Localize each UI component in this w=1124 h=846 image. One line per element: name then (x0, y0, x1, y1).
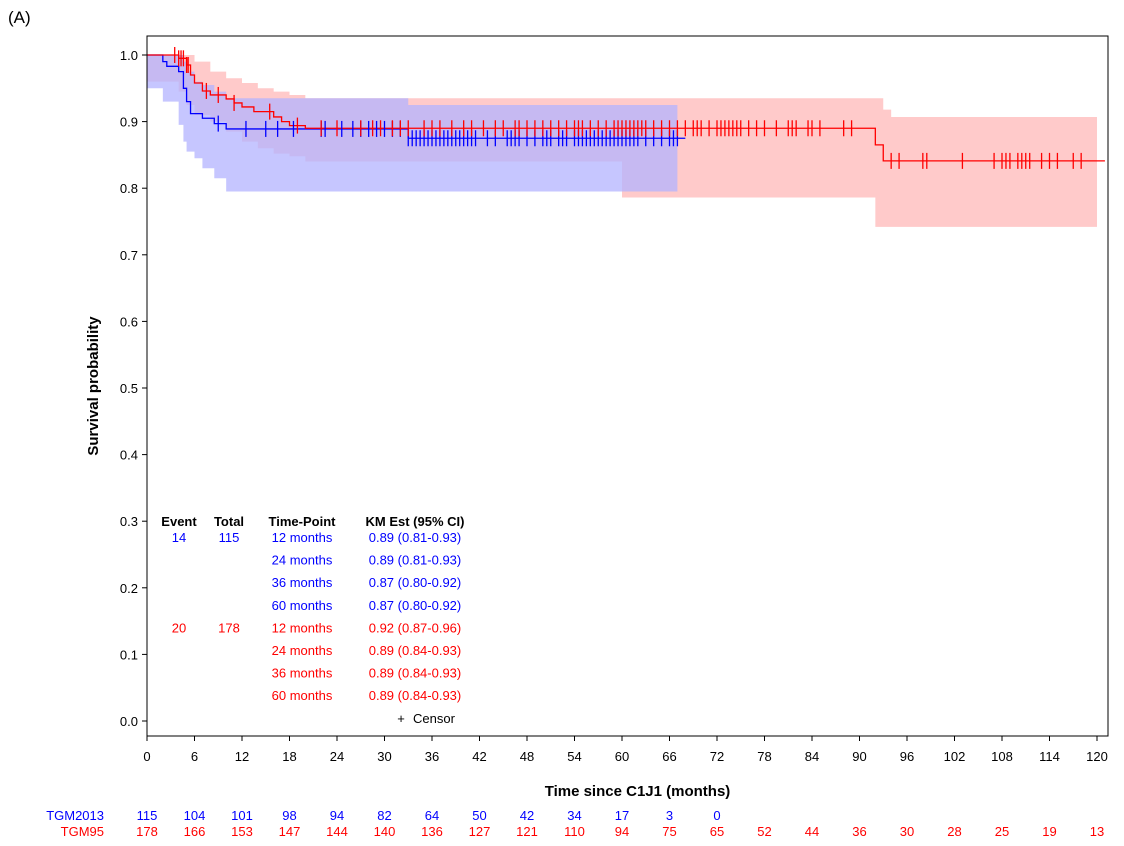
risk-value: 52 (757, 824, 771, 839)
risk-value: 101 (231, 808, 253, 823)
y-tick-label: 0.9 (120, 115, 138, 130)
x-axis-title: Time since C1J1 (months) (545, 783, 731, 800)
stats-cell: 36 months (272, 666, 333, 681)
x-tick-label: 90 (852, 749, 866, 764)
x-tick-label: 6 (191, 749, 198, 764)
x-tick-label: 24 (330, 749, 344, 764)
y-tick-label: 0.2 (120, 581, 138, 596)
risk-row-label: TGM95 (61, 824, 104, 839)
risk-value: 36 (852, 824, 866, 839)
stats-table: Event Total Time-Point KM Est (95% CI) 14 115… (161, 514, 464, 726)
risk-value: 144 (326, 824, 348, 839)
stats-cell: 115 (219, 530, 240, 545)
y-tick-label: 0.5 (120, 381, 138, 396)
x-tick-label: 66 (662, 749, 676, 764)
risk-value: 104 (184, 808, 206, 823)
stats-cell: 60 months (272, 688, 333, 703)
x-tick-label: 30 (377, 749, 391, 764)
risk-value: 44 (805, 824, 819, 839)
y-tick-label: 1.0 (120, 48, 138, 63)
risk-value: 166 (184, 824, 206, 839)
risk-value: 82 (377, 808, 391, 823)
risk-value: 115 (137, 808, 158, 823)
censor-legend-label: Censor (413, 711, 456, 726)
risk-value: 75 (662, 824, 676, 839)
stats-cell: 12 months (272, 620, 333, 635)
x-tick-label: 102 (944, 749, 966, 764)
risk-value: 94 (330, 808, 344, 823)
risk-row-label: TGM2013 (46, 808, 104, 823)
risk-value: 28 (947, 824, 961, 839)
stats-cell: 0.89 (0.84-0.93) (369, 688, 462, 703)
risk-value: 30 (900, 824, 914, 839)
risk-value: 94 (615, 824, 629, 839)
stats-cell: 0.89 (0.84-0.93) (369, 666, 462, 681)
stats-cell: 20 (172, 620, 186, 635)
stats-header: KM Est (95% CI) (366, 514, 465, 529)
x-tick-label: 42 (472, 749, 486, 764)
risk-value: 178 (136, 824, 158, 839)
y-tick-label: 0.0 (120, 714, 138, 729)
stats-cell: 0.89 (0.81-0.93) (369, 530, 462, 545)
x-tick-label: 84 (805, 749, 819, 764)
x-tick-label: 108 (991, 749, 1013, 764)
x-tick-label: 18 (282, 749, 296, 764)
stats-cell: 24 months (272, 553, 333, 568)
risk-value: 64 (425, 808, 439, 823)
x-tick-label: 12 (235, 749, 249, 764)
x-tick-label: 36 (425, 749, 439, 764)
x-tick-label: 96 (900, 749, 914, 764)
risk-value: 136 (421, 824, 443, 839)
risk-value: 121 (516, 824, 538, 839)
x-tick-label: 72 (710, 749, 724, 764)
risk-value: 153 (231, 824, 253, 839)
y-tick-label: 0.8 (120, 181, 138, 196)
risk-table: TGM2013 115 104 101 98 94 82 64 50 42 34 17 3 0TGM95 1… (46, 808, 1104, 839)
risk-value: 13 (1090, 824, 1104, 839)
stats-header: Time-Point (269, 514, 337, 529)
y-axis-title: Survival probability (85, 316, 102, 456)
risk-value: 98 (282, 808, 296, 823)
risk-value: 140 (374, 824, 396, 839)
risk-value: 110 (564, 824, 585, 839)
stats-header: Event (161, 514, 197, 529)
stats-cell: 14 (172, 530, 186, 545)
risk-value: 147 (279, 824, 301, 839)
stats-cell: 0.87 (0.80-0.92) (369, 575, 462, 590)
x-tick-label: 0 (143, 749, 150, 764)
stats-cell: 0.89 (0.84-0.93) (369, 643, 462, 658)
risk-value: 42 (520, 808, 534, 823)
risk-value: 17 (615, 808, 629, 823)
stats-cell: 0.89 (0.81-0.93) (369, 553, 462, 568)
y-tick-label: 0.4 (120, 448, 138, 463)
x-tick-label: 60 (615, 749, 629, 764)
y-tick-label: 0.6 (120, 314, 138, 329)
x-tick-label: 114 (1039, 749, 1060, 764)
stats-cell: 36 months (272, 575, 333, 590)
stats-cell: 0.92 (0.87-0.96) (369, 620, 462, 635)
y-tick-label: 0.3 (120, 514, 138, 529)
risk-value: 3 (666, 808, 673, 823)
censor-legend-symbol: + (397, 711, 405, 726)
stats-cell: 178 (218, 620, 240, 635)
y-tick-label: 0.1 (120, 647, 138, 662)
risk-value: 0 (713, 808, 720, 823)
risk-value: 65 (710, 824, 724, 839)
risk-value: 25 (995, 824, 1009, 839)
risk-value: 19 (1042, 824, 1056, 839)
stats-cell: 12 months (272, 530, 333, 545)
y-tick-label: 0.7 (120, 248, 138, 263)
stats-cell: 60 months (272, 598, 333, 613)
risk-value: 34 (567, 808, 581, 823)
stats-cell: 0.87 (0.80-0.92) (369, 598, 462, 613)
stats-header: Total (214, 514, 244, 529)
x-tick-label: 78 (757, 749, 771, 764)
x-tick-label: 54 (567, 749, 581, 764)
risk-value: 127 (469, 824, 491, 839)
x-tick-label: 120 (1086, 749, 1108, 764)
x-tick-label: 48 (520, 749, 534, 764)
risk-value: 50 (472, 808, 486, 823)
stats-cell: 24 months (272, 643, 333, 658)
